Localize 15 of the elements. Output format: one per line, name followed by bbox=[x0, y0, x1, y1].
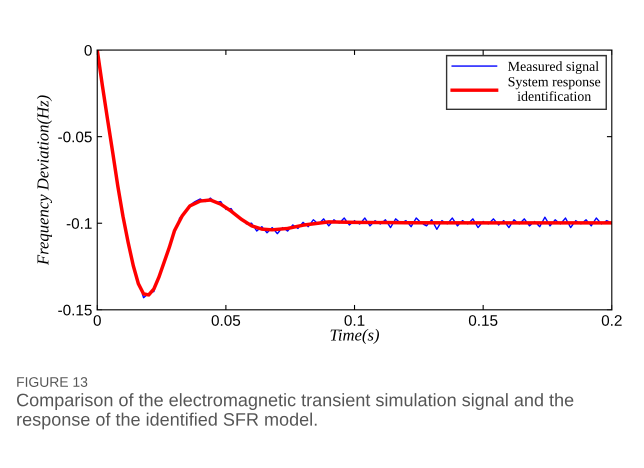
x-tick-label: 0 bbox=[94, 315, 101, 326]
y-axis-title: Frequency Deviation(Hz) bbox=[36, 95, 52, 266]
y-tick-label: 0 bbox=[84, 44, 92, 56]
x-tick-label: 0.2 bbox=[602, 315, 622, 326]
x-tick-label: 0.15 bbox=[468, 315, 498, 326]
y-tick-label: -0.05 bbox=[58, 132, 92, 142]
legend-label: Measured signal bbox=[508, 61, 599, 74]
x-tick-label: 0.1 bbox=[344, 315, 364, 326]
text: Comparison of the electromagnetic transient simulation signal and the response of the identified SFR model. bbox=[17, 393, 574, 430]
y-tick-label: -0.15 bbox=[58, 304, 92, 316]
y-tick-label: -0.1 bbox=[66, 218, 92, 229]
x-axis-title: Time(s) bbox=[330, 328, 380, 344]
legend-label: System response identification bbox=[508, 77, 600, 101]
caption: FIGURE 13 bbox=[17, 377, 88, 387]
x-tick-label: 0.05 bbox=[212, 315, 240, 326]
